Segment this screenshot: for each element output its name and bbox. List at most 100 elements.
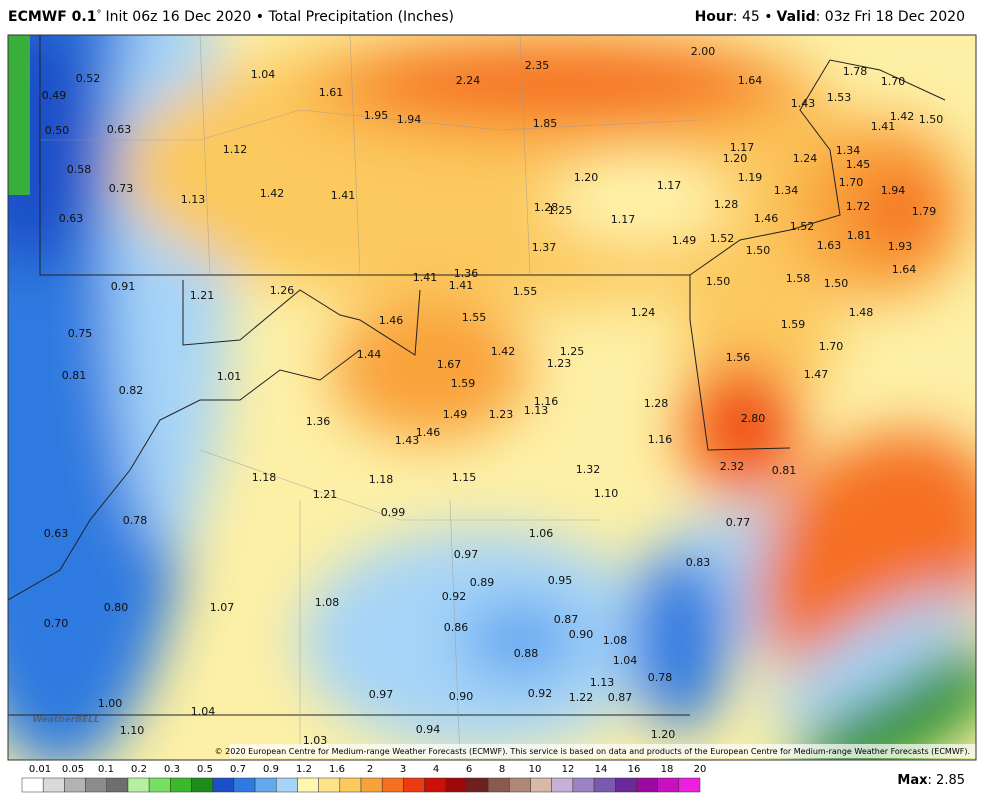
header-valid: Hour: 45 • Valid: 03z Fri 18 Dec 2020 <box>695 9 965 25</box>
map-value-label: 1.01 <box>217 370 242 383</box>
map-value-label: 1.21 <box>313 488 338 501</box>
map-value-label: 0.95 <box>548 574 573 587</box>
colorbar-swatch <box>403 777 425 793</box>
map-value-label: 1.52 <box>710 232 735 245</box>
colorbar-swatch <box>85 777 107 793</box>
map-value-label: 0.90 <box>569 628 594 641</box>
map-value-label: 1.36 <box>454 267 479 280</box>
header-title: ECMWF 0.1° Init 06z 16 Dec 2020 • Total P… <box>8 9 454 25</box>
map-value-label: 1.55 <box>513 285 538 298</box>
colorbar-swatch <box>678 777 701 793</box>
map-value-label: 1.94 <box>397 113 422 126</box>
credit: © 2020 European Centre for Medium-range … <box>215 747 970 756</box>
map-value-label: 0.63 <box>107 123 132 136</box>
map-value-label: 1.25 <box>548 204 573 217</box>
map-value-label: 1.52 <box>790 220 815 233</box>
map-value-label: 1.28 <box>644 397 669 410</box>
colorbar-swatch <box>127 777 150 793</box>
colorbar-label: 1.6 <box>329 764 345 775</box>
map-value-label: 1.13 <box>524 404 549 417</box>
colorbar-swatch <box>636 777 658 793</box>
map-value-label: 1.17 <box>730 141 755 154</box>
map-value-label: 1.41 <box>449 279 474 292</box>
map-value-label: 1.36 <box>306 415 331 428</box>
map-value-label: 1.20 <box>723 152 748 165</box>
map-value-label: 1.50 <box>706 275 731 288</box>
value-labels: 0.52 0.49 0.50 0.63 0.58 0.73 0.63 1.04 1.61 1.95… <box>42 45 944 747</box>
colorbar-swatch <box>233 777 256 793</box>
colorbar-label: 0.2 <box>131 764 147 775</box>
map-value-label: 1.20 <box>651 728 676 741</box>
map-value-label: 1.22 <box>569 691 594 704</box>
map-value-label: 1.67 <box>437 358 462 371</box>
map-value-label: 1.78 <box>843 65 868 78</box>
colorbar-swatch <box>466 777 489 793</box>
colorbar-swatch <box>21 777 44 793</box>
map-value-label: 2.80 <box>741 412 766 425</box>
map-value-label: 1.06 <box>529 527 554 540</box>
map-value-label: 1.24 <box>631 306 656 319</box>
map-value-label: 1.17 <box>657 179 682 192</box>
map-value-label: 1.47 <box>804 368 829 381</box>
colorbar-label: 20 <box>694 764 707 775</box>
map-value-label: 1.48 <box>849 306 874 319</box>
map-value-label: 2.00 <box>691 45 716 58</box>
map-value-label: 1.03 <box>303 734 328 747</box>
colorbar-swatch <box>657 777 680 793</box>
map-value-label: 1.32 <box>576 463 601 476</box>
map-value-label: 1.04 <box>613 654 638 667</box>
colorbar-swatch <box>381 777 404 793</box>
map-value-label: 1.34 <box>836 144 861 157</box>
max-value: Max: 2.85 <box>897 773 965 788</box>
map-value-label: 1.94 <box>881 184 906 197</box>
map-value-label: 0.78 <box>648 671 673 684</box>
map-value-label: 0.83 <box>686 556 711 569</box>
map-value-label: 1.49 <box>443 408 468 421</box>
map-value-label: 1.70 <box>881 75 906 88</box>
map-value-label: 1.00 <box>98 697 123 710</box>
map-value-label: 1.49 <box>672 234 697 247</box>
map-value-label: 1.23 <box>547 357 572 370</box>
map-value-label: 1.10 <box>594 487 619 500</box>
colorbar-swatch <box>297 777 319 793</box>
colorbar-swatch <box>212 777 235 793</box>
map-value-label: 1.59 <box>451 377 476 390</box>
map-value-label: 0.49 <box>42 89 67 102</box>
colorbar-label: 14 <box>595 764 608 775</box>
colorbar-label: 2 <box>367 764 373 775</box>
map-value-label: 0.92 <box>528 687 553 700</box>
colorbar-swatch <box>530 777 552 793</box>
map-value-label: 1.43 <box>791 97 816 110</box>
credit-bg <box>230 744 976 758</box>
map-value-label: 0.97 <box>369 688 394 701</box>
map-value-label: 0.94 <box>416 723 441 736</box>
map-value-label: 1.34 <box>774 184 799 197</box>
colorbar-label: 8 <box>499 764 505 775</box>
map-value-label: 1.07 <box>210 601 235 614</box>
map-value-label: 1.58 <box>786 272 811 285</box>
map-value-label: 1.64 <box>738 74 763 87</box>
map-value-label: 1.79 <box>912 205 937 218</box>
map-value-label: 1.37 <box>532 241 557 254</box>
map-value-label: 1.41 <box>331 189 356 202</box>
map-value-label: 1.70 <box>839 176 864 189</box>
map-value-label: 1.21 <box>190 289 215 302</box>
map-value-label: 1.04 <box>251 68 276 81</box>
map-value-label: 0.50 <box>45 124 70 137</box>
map-value-label: 1.85 <box>533 117 558 130</box>
map-value-label: 2.35 <box>525 59 550 72</box>
map-value-label: 0.90 <box>449 690 474 703</box>
map-value-label: 0.78 <box>123 514 148 527</box>
map-value-label: 1.95 <box>364 109 389 122</box>
map-value-label: 1.19 <box>738 171 763 184</box>
logo: WeatherBELL <box>32 715 100 725</box>
map-frame <box>7 34 977 761</box>
map-value-label: 1.28 <box>534 201 559 214</box>
map-value-label: 1.25 <box>560 345 585 358</box>
map-value-label: 1.23 <box>489 408 514 421</box>
map-value-label: 1.18 <box>369 473 394 486</box>
map-value-label: 1.13 <box>181 193 206 206</box>
map-value-label: 0.99 <box>381 506 406 519</box>
